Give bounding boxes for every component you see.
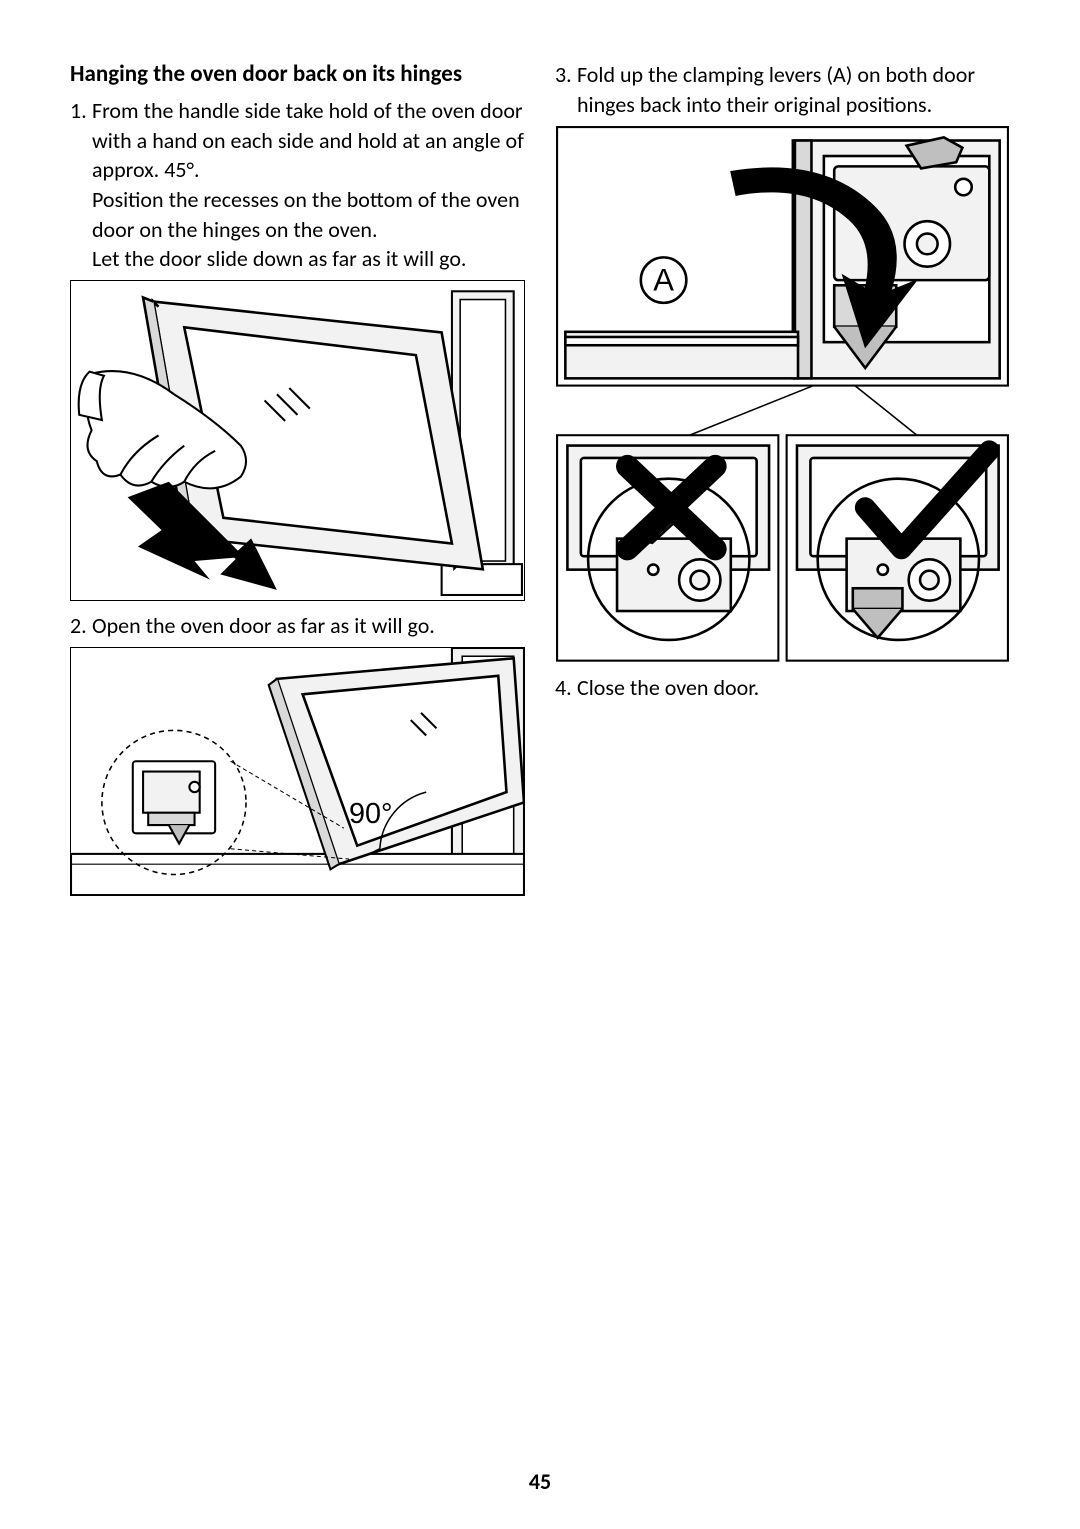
step-1: 1. From the handle side take hold of the… [70,96,525,274]
right-column: 3. Fold up the clamping levers (A) on bo… [555,60,1010,906]
page-number: 45 [0,1468,1080,1495]
step-4: 4. Close the oven door. [555,673,1010,703]
left-column: Hanging the oven door back on its hinges… [70,60,525,906]
figure-3-label-a: A [653,263,674,298]
step-4-text: Close the oven door. [577,673,1010,703]
step-3-number: 3. [555,60,577,119]
step-1-number: 1. [70,96,92,274]
page-columns: Hanging the oven door back on its hinges… [70,60,1010,906]
figure-1 [70,280,525,601]
step-3: 3. Fold up the clamping levers (A) on bo… [555,60,1010,119]
step-2-text: Open the oven door as far as it will go. [92,611,525,641]
step-1-text: From the handle side take hold of the ov… [92,96,525,274]
step-2: 2. Open the oven door as far as it will … [70,611,525,641]
figure-2: 90° [70,647,525,896]
figure-2-angle-label: 90° [349,798,393,830]
figure-3: A [555,125,1010,663]
step-3-text: Fold up the clamping levers (A) on both … [577,60,1010,119]
section-heading: Hanging the oven door back on its hinges [70,60,525,90]
step-4-number: 4. [555,673,577,703]
step-2-number: 2. [70,611,92,641]
